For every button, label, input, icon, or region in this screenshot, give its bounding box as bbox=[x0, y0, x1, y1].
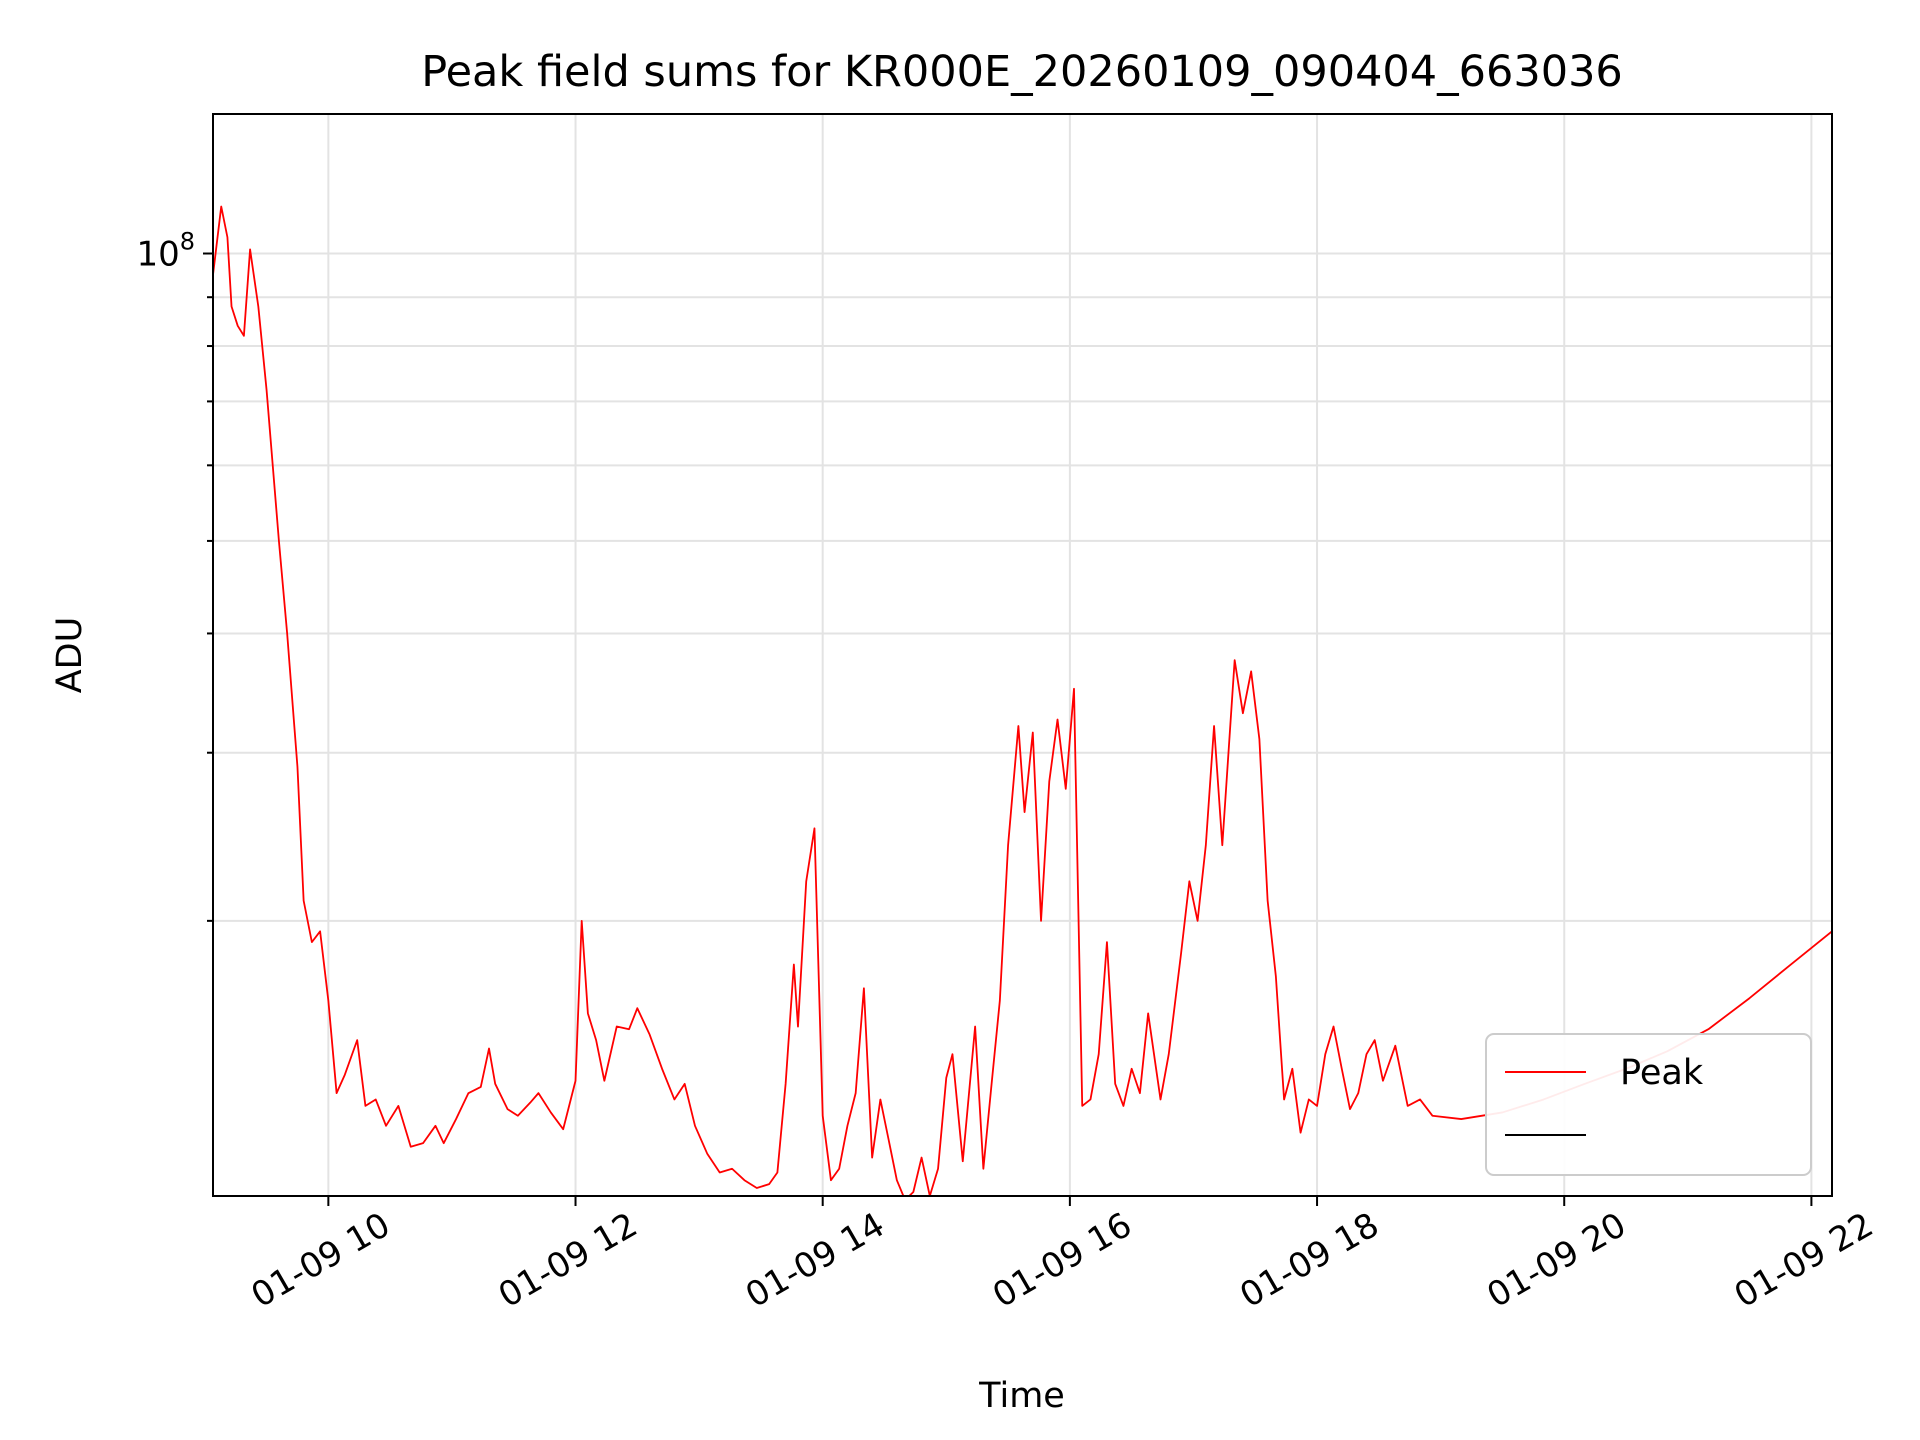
plot-frame bbox=[212, 113, 1833, 1197]
series-peak-line bbox=[213, 205, 1832, 1196]
y-axis-label: ADU bbox=[50, 617, 90, 694]
legend-label-peak: Peak bbox=[1620, 1053, 1704, 1093]
grid-layer bbox=[213, 114, 1832, 1196]
y-tick-label: 108 bbox=[136, 228, 195, 275]
legend-box bbox=[1485, 1033, 1812, 1176]
series-layer bbox=[213, 205, 1832, 1196]
legend: Peak bbox=[1485, 1033, 1812, 1176]
chart-title: Peak field sums for KR000E_20260109_0904… bbox=[421, 47, 1623, 97]
x-axis-label: Time bbox=[978, 1376, 1065, 1416]
